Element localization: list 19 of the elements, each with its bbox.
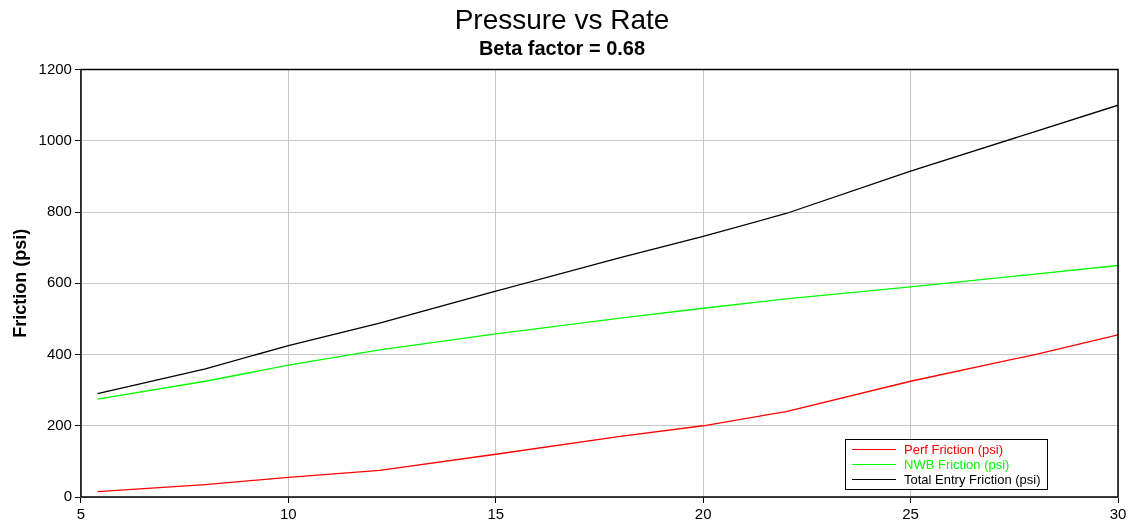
y-tick-label: 1000 bbox=[38, 130, 72, 148]
x-tick-label: 15 bbox=[487, 505, 505, 523]
y-tick-label: 800 bbox=[46, 202, 72, 220]
chart-subtitle: Beta factor = 0.68 bbox=[478, 37, 646, 60]
y-tick-label: 200 bbox=[46, 415, 72, 433]
x-tick-label: 20 bbox=[694, 505, 712, 523]
x-tick-label: 25 bbox=[902, 505, 919, 523]
y-axis-title: Friction (psi) bbox=[9, 228, 30, 338]
legend-label: Total Entry Friction (psi) bbox=[904, 472, 1041, 487]
x-tick-label: 10 bbox=[280, 505, 297, 523]
y-tick-label: 600 bbox=[46, 273, 72, 291]
chart-title: Pressure vs Rate bbox=[454, 3, 670, 35]
legend-label: NWB Friction (psi) bbox=[904, 457, 1010, 472]
x-tick-label: 5 bbox=[76, 505, 86, 523]
y-tick-label: 400 bbox=[46, 344, 72, 362]
y-tick-label: 0 bbox=[63, 487, 72, 505]
legend-label: Perf Friction (psi) bbox=[904, 442, 1003, 457]
x-tick-label: 30 bbox=[1109, 505, 1127, 523]
y-tick-label: 1200 bbox=[38, 59, 72, 77]
